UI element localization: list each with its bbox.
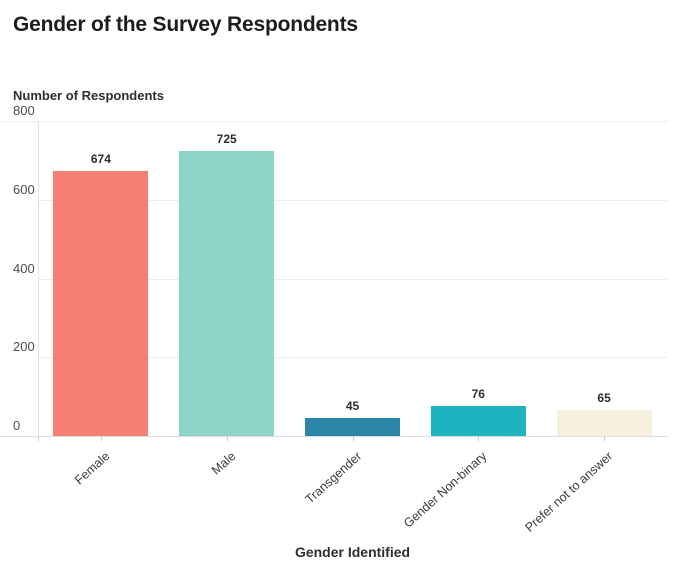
bar-transgender <box>305 418 400 436</box>
bar-value-label: 45 <box>345 399 360 413</box>
bar-gender-non-binary <box>430 406 526 436</box>
x-axis-title: Gender Identified <box>294 544 411 560</box>
gridline <box>0 121 667 122</box>
bar-value-label: 674 <box>90 152 111 166</box>
x-axis-tick <box>604 436 606 441</box>
bar-male <box>179 151 275 436</box>
y-axis-line <box>38 121 39 436</box>
bar-prefer-not-to-answer <box>556 410 652 436</box>
x-axis-tick <box>352 436 354 441</box>
y-axis-title: Number of Respondents <box>13 88 164 103</box>
y-tick-label: 400 <box>13 260 35 276</box>
bar-female <box>53 171 149 436</box>
gridline <box>38 199 667 201</box>
gridline <box>38 357 667 359</box>
gridline <box>0 436 667 437</box>
bar-value-label: 725 <box>216 132 237 146</box>
x-axis-tick <box>226 436 228 441</box>
x-axis-tick <box>38 436 39 441</box>
bar-value-label: 65 <box>597 391 611 405</box>
y-tick-label: 0 <box>13 418 21 433</box>
y-tick-label: 800 <box>13 103 35 118</box>
y-tick-label: 200 <box>13 339 35 355</box>
x-axis-tick <box>478 436 480 441</box>
y-tick-label: 600 <box>13 181 35 197</box>
chart-title: Gender of the Survey Respondents <box>13 13 358 36</box>
bar-value-label: 76 <box>471 387 485 401</box>
gridline <box>38 278 667 280</box>
x-axis-tick <box>100 436 102 441</box>
